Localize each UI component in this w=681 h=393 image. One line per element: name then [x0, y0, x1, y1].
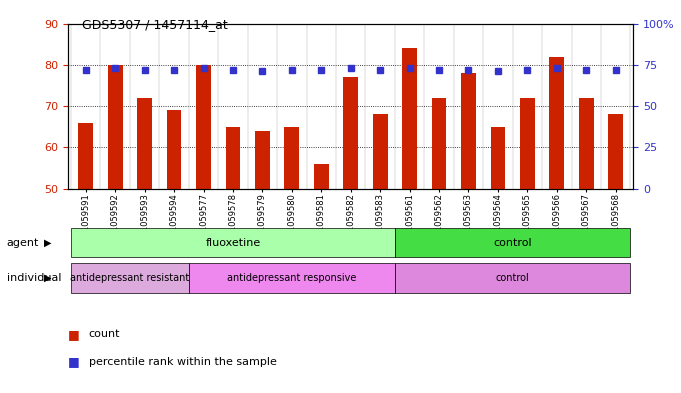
Bar — [314, 164, 329, 189]
Text: agent: agent — [7, 238, 39, 248]
Bar — [138, 98, 152, 189]
Bar — [196, 65, 211, 189]
Bar — [402, 48, 417, 189]
Text: fluoxetine: fluoxetine — [206, 238, 261, 248]
Text: antidepressant resistant: antidepressant resistant — [70, 273, 189, 283]
Text: ■: ■ — [68, 327, 80, 341]
Bar — [108, 65, 123, 189]
Text: control: control — [493, 238, 532, 248]
Bar — [343, 77, 358, 189]
Bar — [520, 98, 535, 189]
Text: antidepressant responsive: antidepressant responsive — [227, 273, 357, 283]
Bar — [285, 127, 299, 189]
Bar — [490, 127, 505, 189]
Text: GDS5307 / 1457114_at: GDS5307 / 1457114_at — [82, 18, 227, 31]
Bar — [550, 57, 564, 189]
Bar — [225, 127, 240, 189]
Text: count: count — [89, 329, 120, 339]
Bar — [255, 131, 270, 189]
Bar — [461, 73, 476, 189]
Text: individual: individual — [7, 273, 61, 283]
Text: control: control — [496, 273, 530, 283]
Bar — [579, 98, 594, 189]
Bar — [167, 110, 181, 189]
Bar — [78, 123, 93, 189]
Text: ▶: ▶ — [44, 238, 52, 248]
Text: ▶: ▶ — [44, 273, 52, 283]
Bar — [432, 98, 446, 189]
Bar — [608, 114, 623, 189]
Text: percentile rank within the sample: percentile rank within the sample — [89, 356, 276, 367]
Bar — [373, 114, 387, 189]
Text: ■: ■ — [68, 355, 80, 368]
